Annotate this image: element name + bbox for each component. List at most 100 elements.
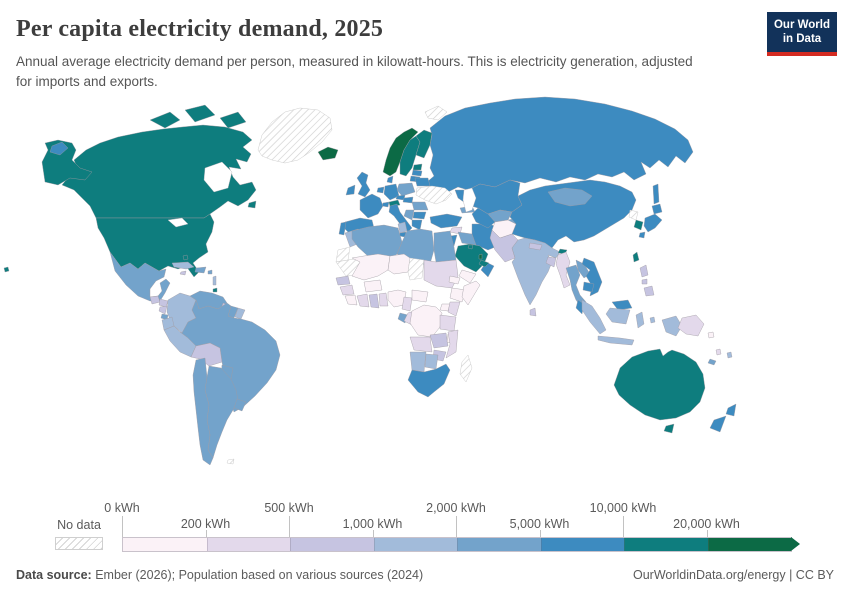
legend-bin-1[interactable] [206,538,290,551]
map-region-turkmenistan[interactable] [471,207,496,229]
map-region-finland[interactable] [415,129,433,159]
map-region-jamaica[interactable] [179,270,187,276]
map-region-burkina-faso[interactable] [363,279,383,293]
map-region-madagascar[interactable] [459,354,473,383]
map-region-eritrea[interactable] [448,275,461,285]
map-region-canada-arctic-1[interactable] [149,111,181,129]
map-region-solomon-islands[interactable] [707,331,715,339]
map-region-taiwan[interactable] [632,251,640,263]
map-region-indonesia-sumatra[interactable] [581,299,607,335]
map-region-portugal[interactable] [338,221,347,236]
map-region-sakhalin[interactable] [652,183,660,205]
map-region-latvia[interactable] [411,169,423,177]
map-region-ireland[interactable] [345,184,356,196]
map-region-new-zealand-south[interactable] [709,415,727,433]
map-region-philippines-mindanao[interactable] [643,285,655,297]
map-region-cambodia[interactable] [582,281,595,293]
map-region-vietnam[interactable] [581,257,603,297]
map-region-benelux[interactable] [376,186,385,194]
map-region-switzerland[interactable] [381,201,390,208]
legend-bin-2[interactable] [290,538,374,551]
map-region-mali[interactable] [351,253,391,281]
map-region-qatar[interactable] [478,253,483,260]
map-region-sierra-leone-liberia[interactable] [344,294,358,306]
map-region-bolivia[interactable] [190,342,223,367]
map-region-central-african-republic[interactable] [411,289,429,303]
map-region-japan-kyushu[interactable] [638,231,646,239]
map-region-canada-arctic-2[interactable] [184,104,216,123]
legend-bin-5[interactable] [540,538,624,551]
map-region-new-zealand-north[interactable] [725,403,737,417]
map-region-iceland[interactable] [317,146,339,161]
map-region-sudan[interactable] [423,259,459,289]
map-region-mozambique[interactable] [445,329,459,359]
map-region-falkland-islands[interactable] [226,458,235,465]
map-region-thailand[interactable] [565,264,587,309]
map-region-greece[interactable] [411,219,423,231]
map-region-bangladesh[interactable] [545,256,557,268]
map-region-trinidad[interactable] [212,287,218,293]
map-region-guatemala[interactable] [149,295,161,305]
legend-bin-6[interactable] [624,538,708,551]
map-region-papua-new-guinea[interactable] [677,314,705,337]
map-region-russia[interactable] [426,96,694,193]
map-region-ukraine[interactable] [415,185,453,205]
map-region-togo-benin[interactable] [378,292,389,307]
map-region-ivory-coast[interactable] [356,293,370,308]
owid-link[interactable]: OurWorldinData.org/energy | CC BY [632,568,834,582]
map-region-chad[interactable] [407,257,425,281]
legend-bin-7[interactable] [707,538,791,551]
map-region-japan-honshu[interactable] [643,213,663,233]
map-region-botswana[interactable] [424,353,439,370]
map-region-germany[interactable] [383,183,400,201]
map-region-denmark[interactable] [386,175,394,184]
map-region-dr-congo[interactable] [409,304,443,338]
map-region-north-korea[interactable] [628,209,639,221]
map-region-italy[interactable] [388,203,413,233]
legend-no-data-swatch[interactable] [55,537,103,550]
map-region-indonesia-sulawesi[interactable] [635,311,645,329]
owid-logo[interactable]: Our World in Data [767,12,837,56]
map-region-turkey[interactable] [429,213,463,229]
map-region-united-states[interactable] [95,213,215,278]
map-region-namibia[interactable] [409,351,427,373]
map-region-uruguay[interactable] [233,398,247,412]
map-region-zambia[interactable] [429,332,449,349]
map-region-serbia-balkans[interactable] [403,209,415,221]
map-region-chile[interactable] [192,357,214,466]
map-region-new-caledonia[interactable] [707,358,717,366]
map-region-belarus[interactable] [414,177,431,187]
map-region-mongolia[interactable] [547,187,593,207]
map-region-tanzania[interactable] [439,314,457,332]
map-region-estonia[interactable] [412,163,423,171]
map-region-newfoundland[interactable] [247,200,257,209]
map-region-nepal[interactable] [528,242,543,251]
map-region-brazil[interactable] [179,299,281,413]
map-region-philippines-luzon[interactable] [639,264,649,278]
map-region-lesser-antilles[interactable] [212,275,217,286]
legend-bin-3[interactable] [373,538,457,551]
map-region-fiji[interactable] [726,351,733,359]
map-region-hungary-slovakia[interactable] [402,196,414,204]
map-region-svalbard[interactable] [424,105,448,121]
map-region-philippines-visayas[interactable] [641,278,648,285]
map-region-indonesia-java[interactable] [597,335,635,346]
map-region-cuba[interactable] [171,261,195,270]
map-region-united-arab-emirates[interactable] [478,259,490,268]
map-region-angola[interactable] [409,336,433,353]
map-region-tasmania[interactable] [663,423,675,434]
map-region-united-kingdom[interactable] [356,171,371,198]
map-region-sri-lanka[interactable] [529,307,537,317]
map-region-hawaii[interactable] [3,266,10,273]
map-region-romania[interactable] [411,201,429,211]
map-region-bulgaria[interactable] [412,211,427,220]
map-region-canada-arctic-3[interactable] [219,111,247,129]
legend-bin-0[interactable] [123,538,207,551]
map-region-australia[interactable] [613,348,706,421]
map-region-vanuatu[interactable] [715,348,722,356]
map-region-kuwait[interactable] [467,244,474,250]
world-map[interactable] [0,95,850,503]
map-region-nicaragua[interactable] [158,305,168,315]
map-region-bahamas[interactable] [182,254,189,261]
map-region-malaysia-borneo[interactable] [611,299,633,311]
